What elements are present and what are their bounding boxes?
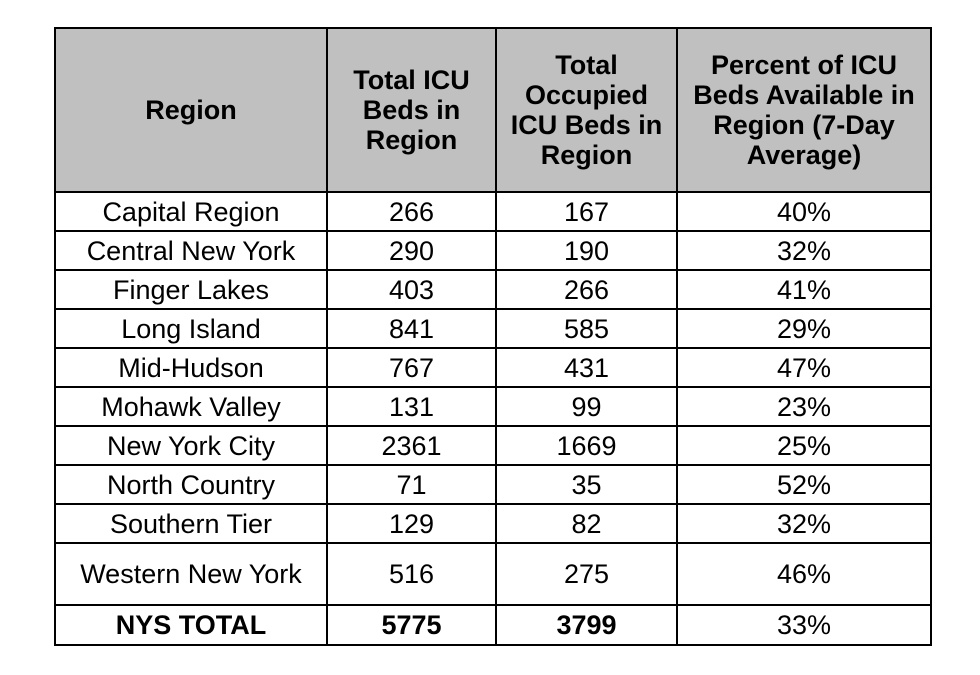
cell-region: Long Island bbox=[54, 308, 328, 349]
cell-region: Mohawk Valley bbox=[54, 386, 328, 427]
cell-occupied-beds: 167 bbox=[495, 191, 678, 232]
cell-percent-available: 29% bbox=[676, 308, 932, 349]
cell-occupied-beds: 266 bbox=[495, 269, 678, 310]
cell-percent-available: 46% bbox=[676, 542, 932, 606]
cell-percent-available: 47% bbox=[676, 347, 932, 388]
header-region: Region bbox=[54, 27, 328, 193]
cell-region: Finger Lakes bbox=[54, 269, 328, 310]
cell-region: Western New York bbox=[54, 542, 328, 606]
cell-percent-available: 52% bbox=[676, 464, 932, 505]
cell-region: Southern Tier bbox=[54, 503, 328, 544]
table-row: Capital Region 266 167 40% bbox=[54, 191, 932, 232]
total-row: NYS TOTAL 5775 3799 33% bbox=[54, 604, 932, 646]
table-row: Western New York 516 275 46% bbox=[54, 542, 932, 606]
cell-percent-available: 41% bbox=[676, 269, 932, 310]
table-row: Long Island 841 585 29% bbox=[54, 308, 932, 349]
icu-beds-table: Region Total ICU Beds in Region Total Oc… bbox=[54, 27, 932, 646]
cell-region: North Country bbox=[54, 464, 328, 505]
cell-occupied-beds: 275 bbox=[495, 542, 678, 606]
cell-percent-available: 32% bbox=[676, 230, 932, 271]
cell-total-beds: 71 bbox=[326, 464, 497, 505]
cell-total-beds: 129 bbox=[326, 503, 497, 544]
cell-occupied-beds: 1669 bbox=[495, 425, 678, 466]
cell-percent-available: 40% bbox=[676, 191, 932, 232]
header-row: Region Total ICU Beds in Region Total Oc… bbox=[54, 27, 932, 193]
cell-total-beds: 841 bbox=[326, 308, 497, 349]
table-row: Finger Lakes 403 266 41% bbox=[54, 269, 932, 310]
total-occupied-beds: 3799 bbox=[495, 604, 678, 646]
cell-percent-available: 25% bbox=[676, 425, 932, 466]
cell-percent-available: 23% bbox=[676, 386, 932, 427]
table-row: North Country 71 35 52% bbox=[54, 464, 932, 505]
header-percent-available: Percent of ICU Beds Available in Region … bbox=[676, 27, 932, 193]
cell-occupied-beds: 35 bbox=[495, 464, 678, 505]
cell-total-beds: 290 bbox=[326, 230, 497, 271]
cell-total-beds: 767 bbox=[326, 347, 497, 388]
cell-occupied-beds: 585 bbox=[495, 308, 678, 349]
cell-occupied-beds: 82 bbox=[495, 503, 678, 544]
cell-total-beds: 131 bbox=[326, 386, 497, 427]
header-occupied-icu-beds: Total Occupied ICU Beds in Region bbox=[495, 27, 678, 193]
table-row: New York City 2361 1669 25% bbox=[54, 425, 932, 466]
table-row: Mid-Hudson 767 431 47% bbox=[54, 347, 932, 388]
table-row: Central New York 290 190 32% bbox=[54, 230, 932, 271]
cell-region: New York City bbox=[54, 425, 328, 466]
header-total-icu-beds: Total ICU Beds in Region bbox=[326, 27, 497, 193]
cell-total-beds: 403 bbox=[326, 269, 497, 310]
total-percent-available: 33% bbox=[676, 604, 932, 646]
cell-percent-available: 32% bbox=[676, 503, 932, 544]
cell-region: Mid-Hudson bbox=[54, 347, 328, 388]
cell-total-beds: 2361 bbox=[326, 425, 497, 466]
cell-region: Central New York bbox=[54, 230, 328, 271]
cell-occupied-beds: 431 bbox=[495, 347, 678, 388]
cell-total-beds: 516 bbox=[326, 542, 497, 606]
table-row: Southern Tier 129 82 32% bbox=[54, 503, 932, 544]
cell-total-beds: 266 bbox=[326, 191, 497, 232]
table-row: Mohawk Valley 131 99 23% bbox=[54, 386, 932, 427]
total-beds: 5775 bbox=[326, 604, 497, 646]
cell-occupied-beds: 99 bbox=[495, 386, 678, 427]
total-label: NYS TOTAL bbox=[54, 604, 328, 646]
cell-region: Capital Region bbox=[54, 191, 328, 232]
cell-occupied-beds: 190 bbox=[495, 230, 678, 271]
